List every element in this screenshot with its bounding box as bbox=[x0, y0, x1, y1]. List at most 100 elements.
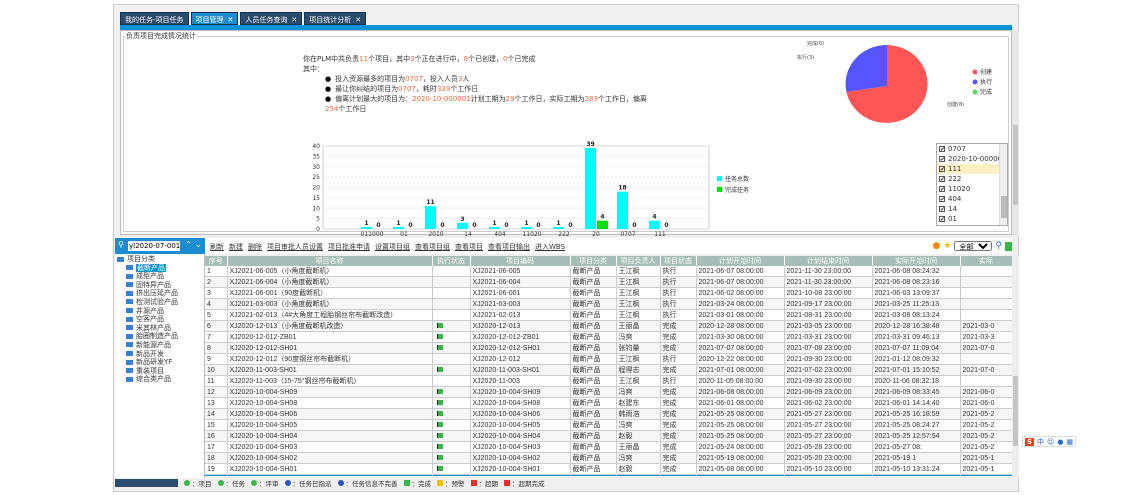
filter-select[interactable]: 全部 bbox=[954, 241, 993, 251]
filter-item[interactable]: ✔ 222 bbox=[937, 174, 1007, 184]
filter-item[interactable]: ✔ 111 bbox=[937, 164, 1007, 174]
tab-2[interactable]: 人员任务查询 ✕ bbox=[240, 12, 303, 25]
search-icon[interactable]: ⚲ bbox=[995, 241, 1002, 251]
toolbar-button[interactable]: 项目批准申请 bbox=[328, 243, 370, 251]
checkbox[interactable]: ✔ bbox=[939, 166, 946, 173]
close-icon[interactable]: ✕ bbox=[291, 16, 298, 24]
table-row[interactable]: 15 XJ2020-10-004-SH05 XJ2020-10-004-SH05 截断… bbox=[205, 419, 1012, 431]
table-row[interactable]: 18 XJ2020-10-004-SH02 XJ2020-10-004-SH02 截断… bbox=[205, 452, 1012, 464]
panel-scrollbar[interactable] bbox=[1012, 30, 1019, 235]
sogou-icon[interactable]: S bbox=[1025, 437, 1035, 446]
column-header[interactable]: 项目状态 bbox=[660, 256, 697, 266]
table-row[interactable]: 20XJ2020-10-004（90°钢丝帘布截断机） XJ2020-10-004… bbox=[205, 474, 1012, 476]
tree-item[interactable]: 新能源产品 bbox=[117, 341, 178, 350]
tree-item[interactable]: 胎圈制造产品 bbox=[117, 332, 178, 341]
filter-scrollbar[interactable] bbox=[999, 144, 1007, 225]
table-row[interactable]: 9 XJ2020-12-012（90度钢丝帘布截断机） XJ2020-12-012 截… bbox=[205, 353, 1012, 365]
emoji-icon[interactable]: ☺ bbox=[1047, 437, 1055, 446]
chevron-up-icon[interactable]: ⌃ bbox=[185, 240, 192, 249]
column-header[interactable]: 计划结束时间 bbox=[784, 256, 873, 266]
table-row[interactable]: 7 XJ2020-12-012-ZB01 XJ2020-12-012-ZB01 截断产… bbox=[205, 331, 1012, 343]
tree-item[interactable]: 挤出压延产品 bbox=[117, 289, 178, 298]
tree-item[interactable]: 重装项目 bbox=[117, 367, 178, 376]
checkbox[interactable]: ✔ bbox=[939, 156, 946, 163]
toolbar-button[interactable]: 新建 bbox=[229, 243, 243, 251]
toolbar-button[interactable]: 进入WBS bbox=[535, 243, 566, 251]
checkbox[interactable]: ✔ bbox=[939, 196, 946, 203]
table-row[interactable]: 16 XJ2020-10-004-SH04 XJ2020-10-004-SH04 截断… bbox=[205, 430, 1012, 442]
tab-0[interactable]: 我的任务-项目任务 bbox=[120, 12, 189, 25]
star-icon[interactable]: ★ bbox=[943, 241, 952, 251]
filter-item[interactable]: ✔ 11020 bbox=[937, 184, 1007, 194]
checkbox[interactable]: ✔ bbox=[939, 176, 946, 183]
filter-item[interactable]: ✔ 0707 bbox=[937, 144, 1007, 154]
close-icon[interactable]: ✕ bbox=[355, 16, 362, 24]
checkbox[interactable]: ✔ bbox=[939, 216, 946, 223]
filter-item[interactable]: ✔ 01 bbox=[937, 214, 1007, 224]
toolbar-button[interactable]: 查看项目输出 bbox=[488, 243, 530, 251]
tab-3[interactable]: 项目统计分析 ✕ bbox=[304, 12, 367, 25]
toolbar-button[interactable]: 查看项目 bbox=[455, 243, 483, 251]
table-row[interactable]: 10 XJ2020-11-003-SH01 XJ2020-11-003-SH01 截断… bbox=[205, 364, 1012, 376]
table-cell: XJ2020-10-004-SH09 bbox=[470, 386, 571, 398]
ime-mode[interactable]: 中 bbox=[1037, 437, 1045, 446]
checkbox[interactable]: ✔ bbox=[939, 206, 946, 213]
tree-item[interactable]: 检测试验产品 bbox=[117, 298, 178, 307]
table-scrollbar[interactable] bbox=[1012, 256, 1019, 478]
checkbox[interactable]: ✔ bbox=[939, 146, 946, 153]
column-header[interactable]: 项目分类 bbox=[570, 256, 617, 266]
export-icon[interactable] bbox=[1005, 241, 1012, 251]
tree-item[interactable]: 井源产品 bbox=[117, 307, 178, 316]
tree-item[interactable]: 综合类产品 bbox=[117, 375, 178, 384]
project-filter-list[interactable]: ✔ 0707 ✔ 2020-10-000001 ✔ 111 ✔ 222 ✔ 11020 ✔ 404 ✔ 1… bbox=[936, 143, 1008, 226]
tree-item[interactable]: 截断产品 bbox=[117, 263, 178, 273]
cell-text: 冯爽 bbox=[618, 389, 633, 396]
table-row[interactable]: 12 XJ2020-10-004-SH09 XJ2020-10-004-SH09 截断… bbox=[205, 386, 1012, 398]
close-icon[interactable]: ✕ bbox=[227, 16, 234, 24]
table-row[interactable]: 19 XJ2020-10-004-SH01 XJ2020-10-004-SH01 截断… bbox=[205, 463, 1012, 475]
mic-icon[interactable]: ● bbox=[1057, 437, 1064, 446]
table-row[interactable]: 11 XJ2020-11-003（15-75°钢丝帘布截断机） XJ2020-11-… bbox=[205, 375, 1012, 387]
filter-item[interactable]: ✔ 2020-10-000001 bbox=[937, 154, 1007, 164]
table-row[interactable]: 8 XJ2020-12-012-SH01 XJ2020-12-012-SH01 截断产… bbox=[205, 342, 1012, 354]
table-row[interactable]: 3 XJ2021-06-001（90度截断机） XJ2021-06-001 截断产品 王… bbox=[205, 287, 1012, 299]
toolbar-button[interactable]: 删除 bbox=[248, 243, 262, 251]
column-header[interactable]: 执行状态 bbox=[432, 256, 471, 266]
table-row[interactable]: 6 XJ2020-12-013（小角度截断机改造） XJ2020-12-013 截断产… bbox=[205, 320, 1012, 332]
tree-item[interactable]: 空客产品 bbox=[117, 315, 178, 324]
tree-item[interactable]: 米其林产品 bbox=[117, 324, 178, 333]
filter-item[interactable]: ✔ 14 bbox=[937, 204, 1007, 214]
table-row[interactable]: 14 XJ2020-10-004-SH06 XJ2020-10-004-SH06 截断… bbox=[205, 408, 1012, 420]
column-header[interactable]: 计划开始时间 bbox=[696, 256, 785, 266]
keyboard-icon[interactable]: ▦ bbox=[1066, 437, 1074, 446]
chevron-down-icon[interactable]: ⌄ bbox=[195, 240, 202, 249]
toolbar-button[interactable]: 项目审批人员设置 bbox=[267, 243, 323, 251]
table-row[interactable]: 17 XJ2020-10-004-SH03 XJ2020-10-004-SH03 截断… bbox=[205, 441, 1012, 453]
checkbox[interactable]: ✔ bbox=[939, 186, 946, 193]
column-header[interactable]: 项目编码 bbox=[470, 256, 571, 266]
column-header[interactable]: 实际开始时间 bbox=[872, 256, 961, 266]
tree-item[interactable]: 新品开发 bbox=[117, 350, 178, 359]
filter-item[interactable]: ✔ 404 bbox=[937, 194, 1007, 204]
tree-item[interactable]: 固特异产品 bbox=[117, 281, 178, 290]
column-header[interactable]: 项目名称 bbox=[227, 256, 433, 266]
toolbar-button[interactable]: 设置项目组 bbox=[375, 243, 410, 251]
tree-item[interactable]: 成型产品 bbox=[117, 272, 178, 281]
search-input[interactable] bbox=[128, 241, 180, 251]
table-row[interactable]: 13 XJ2020-10-004-SH08 XJ2020-10-004-SH08 截断… bbox=[205, 397, 1012, 409]
tab-1[interactable]: 项目管理 ✕ bbox=[190, 12, 239, 25]
column-header[interactable]: 实际 bbox=[960, 256, 1012, 266]
table-row[interactable]: 2 XJ2021-06-004（小角度截断机） XJ2021-06-004 截断产品 王… bbox=[205, 276, 1012, 288]
tree-item[interactable]: 新品研发YF bbox=[117, 358, 178, 367]
column-header[interactable]: 项目负责人 bbox=[616, 256, 661, 266]
table-row[interactable]: 5 XJ2021-02-013（4#大角度工程胎钢丝帘布截断改造） XJ2021-0… bbox=[205, 309, 1012, 321]
toolbar-button[interactable]: 查看项目组 bbox=[415, 243, 450, 251]
palette-icon[interactable]: ● bbox=[932, 241, 941, 251]
tree-root[interactable]: 项目分类 bbox=[117, 255, 178, 264]
search-icon[interactable]: ⚲ bbox=[118, 240, 124, 249]
ime-toolbar[interactable]: S 中 ☺ ● ▦ bbox=[1022, 436, 1077, 447]
column-header[interactable]: 序号 bbox=[205, 256, 228, 266]
toolbar-button[interactable]: 刷新 bbox=[210, 243, 224, 251]
table-row[interactable]: 1 XJ2021-06-005（小角度截断机） XJ2021-06-005 截断产品 王… bbox=[205, 266, 1012, 277]
table-row[interactable]: 4 XJ2021-03-003（小角度截断机） XJ2021-03-003 截断产品 王… bbox=[205, 298, 1012, 310]
